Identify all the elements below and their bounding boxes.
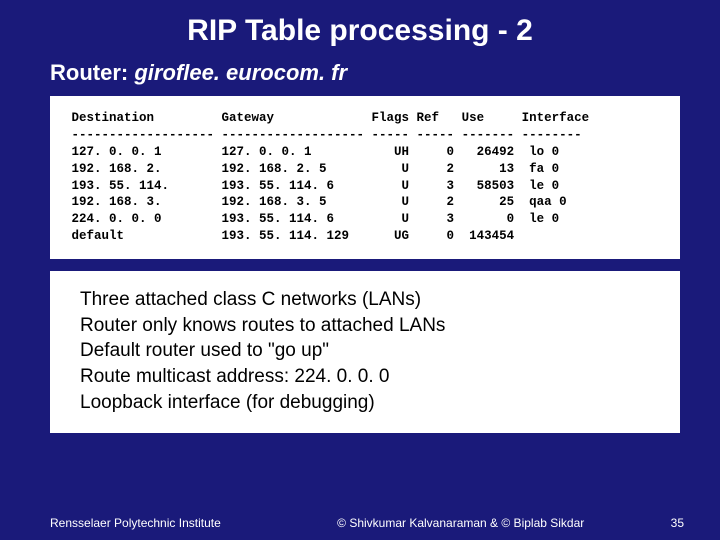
footer-page-number: 35 <box>671 516 684 530</box>
note-line: Router only knows routes to attached LAN… <box>80 313 662 339</box>
footer-copyright: © Shivkumar Kalvanaraman & © Biplab Sikd… <box>221 516 671 530</box>
slide-title: RIP Table processing - 2 <box>0 0 720 60</box>
note-line: Three attached class C networks (LANs) <box>80 287 662 313</box>
note-line: Route multicast address: 224. 0. 0. 0 <box>80 364 662 390</box>
router-label: Router: <box>50 60 128 85</box>
notes-panel: Three attached class C networks (LANs)Ro… <box>50 271 680 433</box>
note-line: Default router used to "go up" <box>80 338 662 364</box>
footer-institution: Rensselaer Polytechnic Institute <box>50 516 221 530</box>
router-line: Router: giroflee. eurocom. fr <box>0 60 720 96</box>
routing-table: Destination Gateway Flags Ref Use Interf… <box>50 96 680 259</box>
footer: Rensselaer Polytechnic Institute © Shivk… <box>0 516 720 530</box>
note-line: Loopback interface (for debugging) <box>80 390 662 416</box>
router-host: giroflee. eurocom. fr <box>134 60 347 85</box>
